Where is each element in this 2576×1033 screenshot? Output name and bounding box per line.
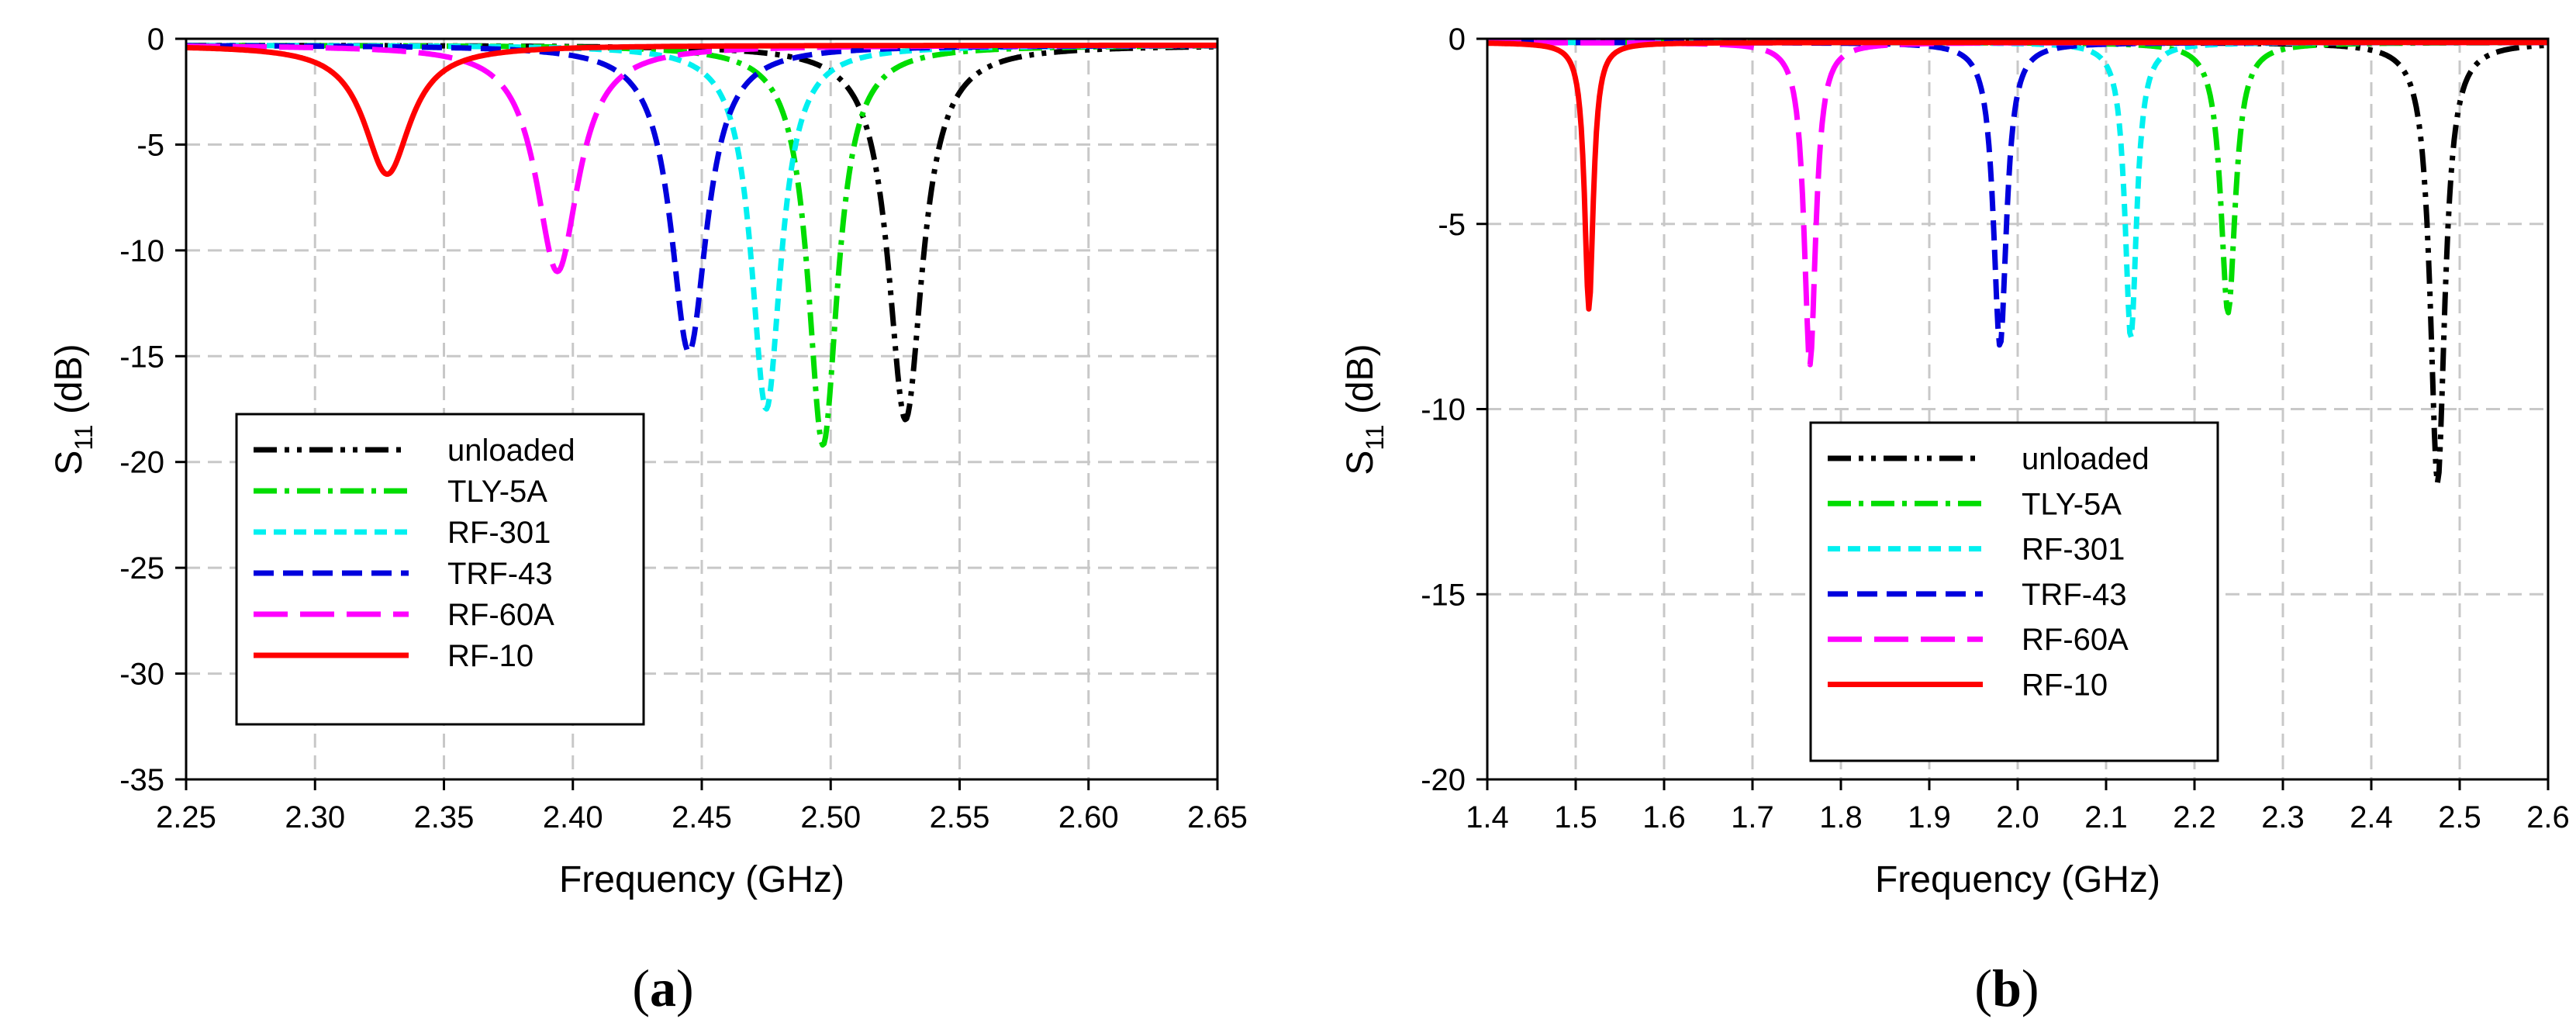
x-tick-label: 2.60: [1058, 800, 1119, 834]
ticks: 2.25 2.30 2.35 2.40 2.45 2.50 2.55 2.60 2.65 0 -5 -…: [119, 22, 1248, 834]
legend-label: RF-60A: [447, 598, 554, 632]
legend: unloaded TLY-5A RF-301 TRF-43 RF-60A RF-10: [1809, 421, 2219, 762]
x-tick-label: 1.9: [1908, 800, 1951, 834]
legend-label: TRF-43: [2022, 578, 2127, 612]
legend-label: TRF-43: [447, 557, 553, 591]
y-tick-label: -15: [119, 340, 164, 374]
series-unloaded: [185, 43, 1219, 423]
panel-label-close: ): [2022, 959, 2039, 1017]
x-axis-label: Frequency (GHz): [1875, 859, 2160, 900]
legend-label: TLY-5A: [2022, 487, 2122, 521]
x-tick-label: 2.1: [2084, 800, 2128, 834]
x-tick-label: 2.4: [2350, 800, 2393, 834]
legend: unloaded TLY-5A RF-301 TRF-43 RF-60A RF-10: [235, 413, 645, 726]
series-rf-10: [1486, 40, 2550, 312]
legend-label: RF-10: [2022, 669, 2108, 703]
x-tick-label: 1.6: [1642, 800, 1686, 834]
y-tick-label: -35: [119, 763, 164, 797]
x-tick-label: 2.50: [800, 800, 861, 834]
legend-label: RF-301: [447, 516, 551, 550]
series-rf-60a: [185, 43, 1219, 275]
legend-label: TLY-5A: [447, 475, 547, 509]
panel-label: (a): [632, 959, 693, 1017]
x-tick-label: 2.25: [156, 800, 216, 834]
legend-label: RF-10: [447, 639, 534, 673]
x-tick-label: 2.65: [1187, 800, 1248, 834]
panel-label-open: (: [1974, 959, 1992, 1017]
y-axis-label: S11 (dB): [1340, 344, 1389, 475]
legend-box: [235, 413, 645, 726]
x-tick-label: 2.2: [2173, 800, 2216, 834]
legend-box: [1809, 421, 2219, 762]
y-axis-label-subscript: 11: [70, 424, 98, 450]
ticks: 1.4 1.5 1.6 1.7 1.8 1.9 2.0 2.1 2.2 2.3 2.4 2.5 2.6 0…: [1421, 22, 2570, 834]
y-tick-label: -5: [1438, 208, 1466, 242]
x-tick-label: 2.30: [285, 800, 345, 834]
y-tick-label: -20: [1421, 763, 1466, 797]
y-axis-label: S11 (dB): [49, 344, 98, 475]
series-rf-10: [185, 42, 1219, 177]
x-tick-label: 2.6: [2526, 800, 2570, 834]
x-axis-label: Frequency (GHz): [559, 859, 844, 900]
panel-label-close: ): [676, 959, 694, 1017]
y-tick-label: -20: [119, 446, 164, 480]
x-tick-label: 1.7: [1731, 800, 1774, 834]
y-axis-label-subscript: 11: [1361, 424, 1389, 450]
x-tick-label: 2.35: [414, 800, 475, 834]
legend-label: RF-60A: [2022, 623, 2129, 657]
y-axis-label-unit: (dB): [1340, 344, 1381, 424]
panel-label-letter: b: [1992, 959, 2022, 1017]
panel-label: (b): [1974, 959, 2039, 1017]
y-tick-label: 0: [147, 22, 164, 57]
x-tick-label: 2.3: [2261, 800, 2305, 834]
x-tick-label: 2.0: [1996, 800, 2039, 834]
series-group: [1486, 40, 2550, 486]
y-axis-label-unit: (dB): [49, 344, 90, 424]
y-tick-label: -10: [1421, 393, 1466, 427]
x-tick-label: 1.5: [1554, 800, 1597, 834]
y-tick-label: -5: [136, 128, 164, 162]
x-tick-label: 2.45: [672, 800, 732, 834]
legend-label: unloaded: [2022, 442, 2150, 476]
legend-label: RF-301: [2022, 533, 2125, 567]
y-axis-label-main: S: [1340, 451, 1381, 475]
panel-label-letter: a: [650, 959, 676, 1017]
x-tick-label: 1.4: [1466, 800, 1509, 834]
series-group: [185, 42, 1219, 448]
y-tick-label: 0: [1449, 22, 1466, 57]
panel-label-open: (: [632, 959, 650, 1017]
y-tick-label: -10: [119, 234, 164, 268]
chart-b: 1.4 1.5 1.6 1.7 1.8 1.9 2.0 2.1 2.2 2.3 2.4 2.5 2.6 0…: [1340, 22, 2570, 1017]
x-tick-label: 2.40: [543, 800, 603, 834]
y-tick-label: -30: [119, 658, 164, 692]
legend-label: unloaded: [447, 434, 575, 468]
x-tick-label: 1.8: [1819, 800, 1863, 834]
y-tick-label: -25: [119, 551, 164, 586]
y-tick-label: -15: [1421, 578, 1466, 612]
y-axis-label-main: S: [49, 451, 90, 475]
chart-a: 2.25 2.30 2.35 2.40 2.45 2.50 2.55 2.60 2.65 0 -5 -…: [49, 22, 1248, 1017]
x-tick-label: 2.55: [930, 800, 990, 834]
x-tick-label: 2.5: [2438, 800, 2481, 834]
